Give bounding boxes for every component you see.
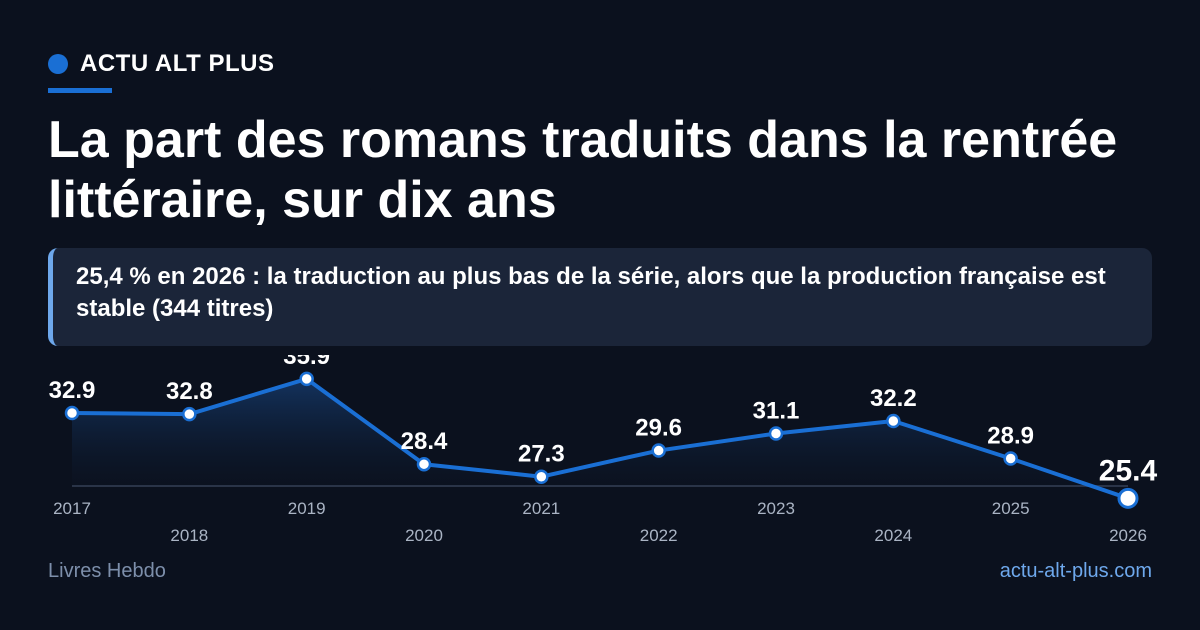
x-tick-label: 2026	[1109, 526, 1147, 545]
data-label: 29.6	[635, 415, 682, 442]
x-tick-label: 2023	[757, 499, 795, 518]
highlight-text: 25,4 % en 2026 : la traduction au plus b…	[76, 263, 1106, 322]
data-label: 28.9	[987, 423, 1034, 450]
data-point	[64, 405, 80, 421]
data-point	[182, 406, 197, 422]
data-label: 32.9	[49, 377, 96, 404]
data-point	[1117, 487, 1139, 509]
brand-dot-icon	[48, 54, 68, 74]
x-tick-label: 2024	[874, 526, 912, 545]
data-point	[768, 426, 784, 441]
data-label: 32.2	[870, 385, 917, 412]
x-tick-label: 2021	[522, 499, 560, 518]
x-tick-label: 2019	[288, 499, 326, 518]
data-label: 28.4	[401, 428, 448, 455]
data-point	[651, 443, 666, 458]
brand-underline	[48, 88, 112, 93]
data-point	[1003, 451, 1018, 466]
source-label: Livres Hebdo	[48, 560, 166, 582]
site-link[interactable]: actu-alt-plus.com	[999, 560, 1152, 582]
area-fill	[72, 378, 1128, 499]
x-tick-label: 2025	[992, 499, 1030, 518]
data-label: 25.4	[1099, 454, 1158, 487]
series-line	[70, 376, 1130, 501]
data-point	[416, 456, 432, 472]
data-label: 27.3	[518, 441, 565, 468]
brand-name: ACTU ALT PLUS	[80, 50, 275, 77]
data-point	[299, 371, 314, 387]
data-point	[886, 413, 901, 429]
x-tick-label: 2022	[640, 526, 678, 545]
data-label: 35.9	[283, 355, 330, 370]
brand: ACTU ALT PLUS	[48, 50, 274, 78]
data-label: 32.8	[166, 378, 213, 405]
chart-title: La part des romans traduits dans la rent…	[48, 111, 1118, 229]
x-tick-label: 2020	[405, 526, 443, 545]
x-tick-label: 2018	[170, 526, 208, 545]
line-chart: 32.9 2017 32.8 2018 35.9 2019 28.4 2020 27.3 2021…	[49, 355, 1158, 545]
data-label: 31.1	[753, 397, 800, 424]
highlight-box: 25,4 % en 2026 : la traduction au plus b…	[48, 248, 1152, 346]
data-point	[534, 469, 549, 484]
x-tick-label: 2017	[53, 499, 91, 518]
